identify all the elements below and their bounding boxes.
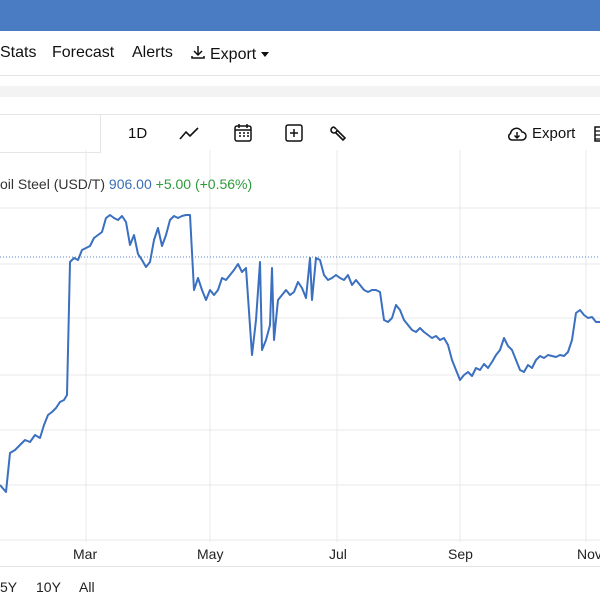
line-chart-icon[interactable]: [178, 124, 200, 142]
nav-export-menu[interactable]: Export: [190, 44, 270, 65]
range-5y-button[interactable]: 5Y: [0, 579, 18, 595]
calendar-icon[interactable]: [233, 123, 253, 143]
top-header-bar: [0, 0, 600, 31]
chart-legend: oil Steel (USD/T) 906.00 +5.00 (+0.56%): [0, 176, 252, 192]
x-axis-label-may: May: [197, 546, 224, 562]
divider-strip: [0, 86, 600, 97]
table-icon[interactable]: [594, 126, 600, 142]
caret-down-icon: [260, 46, 270, 64]
chart-export-button[interactable]: Export: [506, 125, 575, 142]
legend-price: 906.00: [108, 176, 152, 192]
nav-forecast[interactable]: Forecast: [52, 44, 115, 61]
chart-export-label: Export: [532, 125, 576, 142]
secondary-nav: Stats Forecast Alerts Export: [0, 31, 600, 76]
toolbar-left-panel: [0, 114, 101, 153]
chart-bottom-divider: [0, 566, 600, 567]
x-axis-label-jul: Jul: [329, 546, 347, 562]
nav-export-label: Export: [210, 45, 257, 63]
legend-change: +5.00 (+0.56%): [155, 176, 253, 192]
interval-button[interactable]: 1D: [128, 125, 148, 142]
x-axis-label-nov: Nov: [577, 546, 600, 562]
nav-stats[interactable]: Stats: [0, 44, 37, 61]
wrench-icon[interactable]: [329, 124, 349, 144]
price-chart[interactable]: [0, 150, 600, 570]
price-line-series: [0, 214, 600, 493]
cloud-download-icon: [506, 126, 528, 142]
plus-box-icon[interactable]: [285, 124, 303, 142]
download-icon: [190, 44, 206, 65]
x-axis-label-sep: Sep: [448, 546, 473, 562]
x-axis-label-mar: Mar: [73, 546, 98, 562]
nav-alerts[interactable]: Alerts: [132, 44, 173, 61]
chart-toolbar: [0, 114, 600, 153]
legend-series-name: oil Steel (USD/T): [0, 176, 106, 192]
range-10y-button[interactable]: 10Y: [36, 579, 61, 595]
range-all-button[interactable]: All: [79, 579, 95, 595]
